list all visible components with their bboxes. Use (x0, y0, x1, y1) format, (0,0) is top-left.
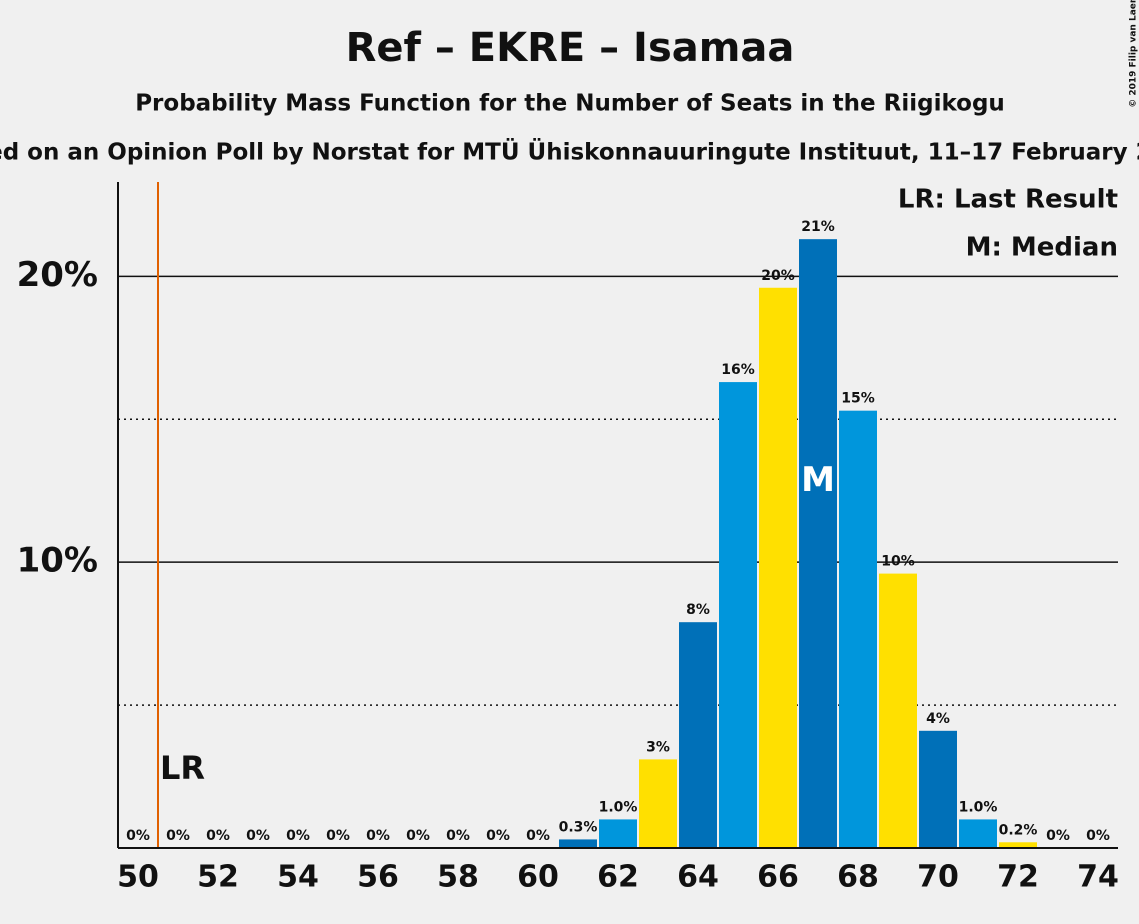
value-label: 0% (446, 828, 470, 844)
bar (879, 573, 917, 848)
legend-entry: LR: Last Result (898, 185, 1118, 215)
value-label: 15% (841, 391, 875, 407)
median-label: M (801, 460, 835, 500)
value-label: 0% (366, 828, 390, 844)
x-tick-label: 66 (757, 860, 799, 895)
bar (559, 839, 597, 848)
value-label: 16% (721, 362, 755, 378)
x-tick-label: 74 (1077, 860, 1119, 895)
value-label: 0% (206, 828, 230, 844)
value-label: 1.0% (599, 799, 638, 815)
value-label: 20% (761, 268, 795, 284)
x-tick-label: 56 (357, 860, 399, 895)
chart-source: Based on an Opinion Poll by Norstat for … (0, 138, 1139, 166)
bar (799, 239, 837, 849)
bar (759, 287, 797, 848)
y-tick-label: 10% (17, 541, 98, 581)
x-tick-label: 62 (597, 860, 639, 895)
value-label: 0% (246, 828, 270, 844)
value-label: 3% (646, 739, 670, 755)
x-tick-label: 60 (517, 860, 559, 895)
chart-subtitle: Probability Mass Function for the Number… (135, 91, 1005, 117)
value-label: 10% (881, 554, 915, 570)
value-label: 0% (326, 828, 350, 844)
value-label: 21% (801, 219, 835, 235)
bar (679, 622, 717, 848)
bar (959, 819, 997, 848)
last-result-label: LR (160, 749, 205, 787)
chart-title: Ref – EKRE – Isamaa (346, 25, 795, 71)
value-label: 8% (686, 602, 710, 618)
bar (999, 842, 1037, 848)
y-tick-label: 20% (17, 255, 98, 295)
x-tick-label: 52 (197, 860, 239, 895)
bar (639, 759, 677, 848)
bar (919, 730, 957, 848)
value-label: 0% (1086, 828, 1110, 844)
value-label: 0.3% (559, 819, 598, 835)
x-tick-label: 54 (277, 860, 319, 895)
x-tick-label: 68 (837, 860, 879, 895)
value-label: 0% (486, 828, 510, 844)
value-label: 0% (526, 828, 550, 844)
x-tick-label: 72 (997, 860, 1039, 895)
value-label: 0% (126, 828, 150, 844)
x-tick-label: 70 (917, 860, 959, 895)
value-label: 0% (286, 828, 310, 844)
copyright: © 2019 Filip van Laenen (1129, 0, 1139, 108)
value-label: 0% (1046, 828, 1070, 844)
x-tick-label: 64 (677, 860, 719, 895)
bar (719, 382, 757, 848)
value-label: 0% (406, 828, 430, 844)
value-label: 0% (166, 828, 190, 844)
x-tick-label: 58 (437, 860, 479, 895)
value-label: 0.2% (999, 822, 1038, 838)
x-tick-label: 50 (117, 860, 159, 895)
value-label: 4% (926, 711, 950, 727)
value-label: 1.0% (959, 799, 998, 815)
bar (839, 410, 877, 848)
legend-entry: M: Median (966, 233, 1118, 263)
bar (599, 819, 637, 848)
